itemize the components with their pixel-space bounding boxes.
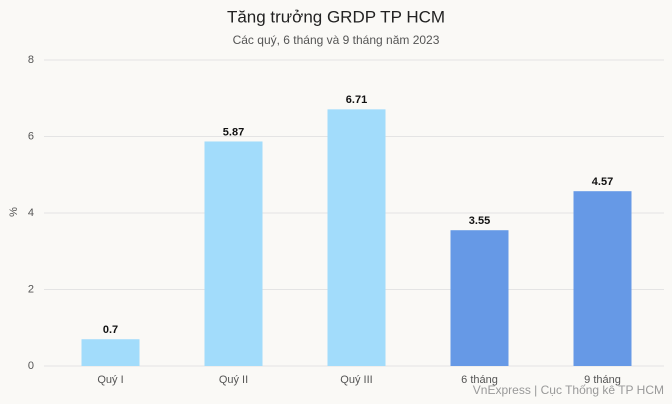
x-tick-label: Quý I bbox=[97, 374, 123, 386]
bar bbox=[450, 230, 509, 366]
value-label: 6.71 bbox=[346, 94, 367, 106]
y-tick-label: 0 bbox=[28, 360, 34, 372]
bar bbox=[81, 339, 140, 366]
y-tick-label: 2 bbox=[28, 283, 34, 295]
x-tick-label: 6 tháng bbox=[461, 374, 498, 386]
x-tick-label: Quý III bbox=[340, 374, 372, 386]
value-label: 3.55 bbox=[469, 215, 490, 227]
x-tick-label: 9 tháng bbox=[584, 374, 621, 386]
source: VnExpress | Cục Thống kê TP HCM bbox=[473, 383, 664, 397]
value-label: 4.57 bbox=[592, 176, 613, 188]
chart-subtitle: Các quý, 6 tháng và 9 tháng năm 2023 bbox=[233, 33, 440, 47]
value-label: 0.7 bbox=[103, 324, 118, 336]
bar bbox=[327, 109, 386, 366]
x-tick-label: Quý II bbox=[219, 374, 248, 386]
bar bbox=[573, 191, 632, 366]
y-tick-label: 4 bbox=[28, 207, 34, 219]
chart-title: Tăng trưởng GRDP TP HCM bbox=[227, 7, 445, 26]
y-axis-label: % bbox=[8, 207, 20, 217]
value-label: 5.87 bbox=[223, 126, 244, 138]
y-tick-label: 8 bbox=[28, 54, 34, 66]
y-tick-label: 6 bbox=[28, 130, 34, 142]
bar bbox=[204, 141, 263, 366]
